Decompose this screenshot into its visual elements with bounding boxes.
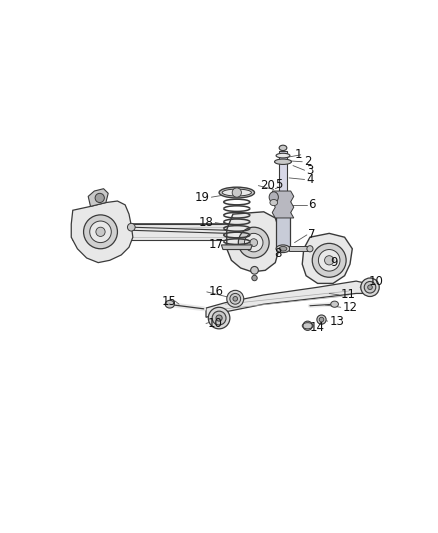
Text: 9: 9 (330, 256, 337, 269)
Ellipse shape (212, 311, 226, 325)
Text: 16: 16 (208, 285, 223, 298)
Circle shape (319, 317, 324, 322)
Text: 1: 1 (294, 148, 302, 161)
Ellipse shape (331, 301, 339, 308)
Circle shape (127, 223, 135, 231)
Ellipse shape (230, 294, 240, 304)
Ellipse shape (216, 315, 222, 321)
Ellipse shape (269, 192, 279, 203)
Polygon shape (206, 281, 370, 317)
Text: 18: 18 (199, 216, 214, 229)
Text: 8: 8 (275, 247, 282, 260)
Polygon shape (221, 245, 252, 249)
Text: 14: 14 (310, 321, 325, 334)
Polygon shape (272, 191, 294, 218)
Circle shape (317, 315, 326, 324)
Text: 10: 10 (208, 317, 223, 330)
Circle shape (244, 233, 263, 252)
Text: 3: 3 (306, 164, 314, 177)
Ellipse shape (270, 199, 278, 206)
Circle shape (252, 276, 257, 281)
Ellipse shape (279, 246, 287, 251)
Circle shape (251, 266, 258, 274)
Circle shape (232, 188, 241, 197)
Ellipse shape (275, 159, 291, 165)
Ellipse shape (208, 308, 230, 329)
Ellipse shape (367, 285, 372, 289)
Polygon shape (73, 224, 252, 239)
Polygon shape (71, 201, 133, 263)
Text: 10: 10 (368, 276, 383, 288)
Circle shape (238, 227, 269, 258)
Text: 15: 15 (162, 295, 177, 308)
Text: 20: 20 (260, 179, 275, 192)
Text: 13: 13 (329, 314, 344, 328)
Text: 19: 19 (195, 191, 210, 204)
Polygon shape (227, 212, 279, 272)
Text: 2: 2 (304, 155, 311, 168)
Polygon shape (289, 246, 310, 251)
Ellipse shape (276, 245, 290, 253)
Text: 6: 6 (308, 198, 316, 212)
Text: 12: 12 (342, 301, 357, 314)
Circle shape (303, 321, 312, 330)
Circle shape (90, 221, 111, 243)
Polygon shape (302, 233, 352, 284)
Ellipse shape (307, 246, 313, 252)
Circle shape (95, 193, 104, 203)
Polygon shape (279, 151, 287, 199)
Ellipse shape (364, 281, 376, 293)
Text: 5: 5 (276, 179, 283, 191)
Circle shape (312, 244, 346, 277)
Text: 7: 7 (308, 229, 316, 241)
Ellipse shape (219, 187, 254, 198)
Polygon shape (88, 189, 108, 206)
Text: 17: 17 (208, 238, 224, 252)
Ellipse shape (222, 189, 251, 196)
Text: 4: 4 (306, 173, 314, 186)
Text: 11: 11 (341, 288, 356, 302)
Circle shape (325, 256, 334, 265)
Circle shape (250, 239, 258, 246)
Circle shape (96, 227, 105, 237)
Ellipse shape (227, 290, 244, 308)
Polygon shape (276, 199, 290, 249)
Ellipse shape (279, 145, 287, 151)
Circle shape (84, 215, 117, 249)
Ellipse shape (361, 278, 379, 296)
Ellipse shape (165, 301, 174, 308)
Ellipse shape (276, 154, 290, 158)
Circle shape (318, 249, 340, 271)
Ellipse shape (233, 296, 237, 301)
